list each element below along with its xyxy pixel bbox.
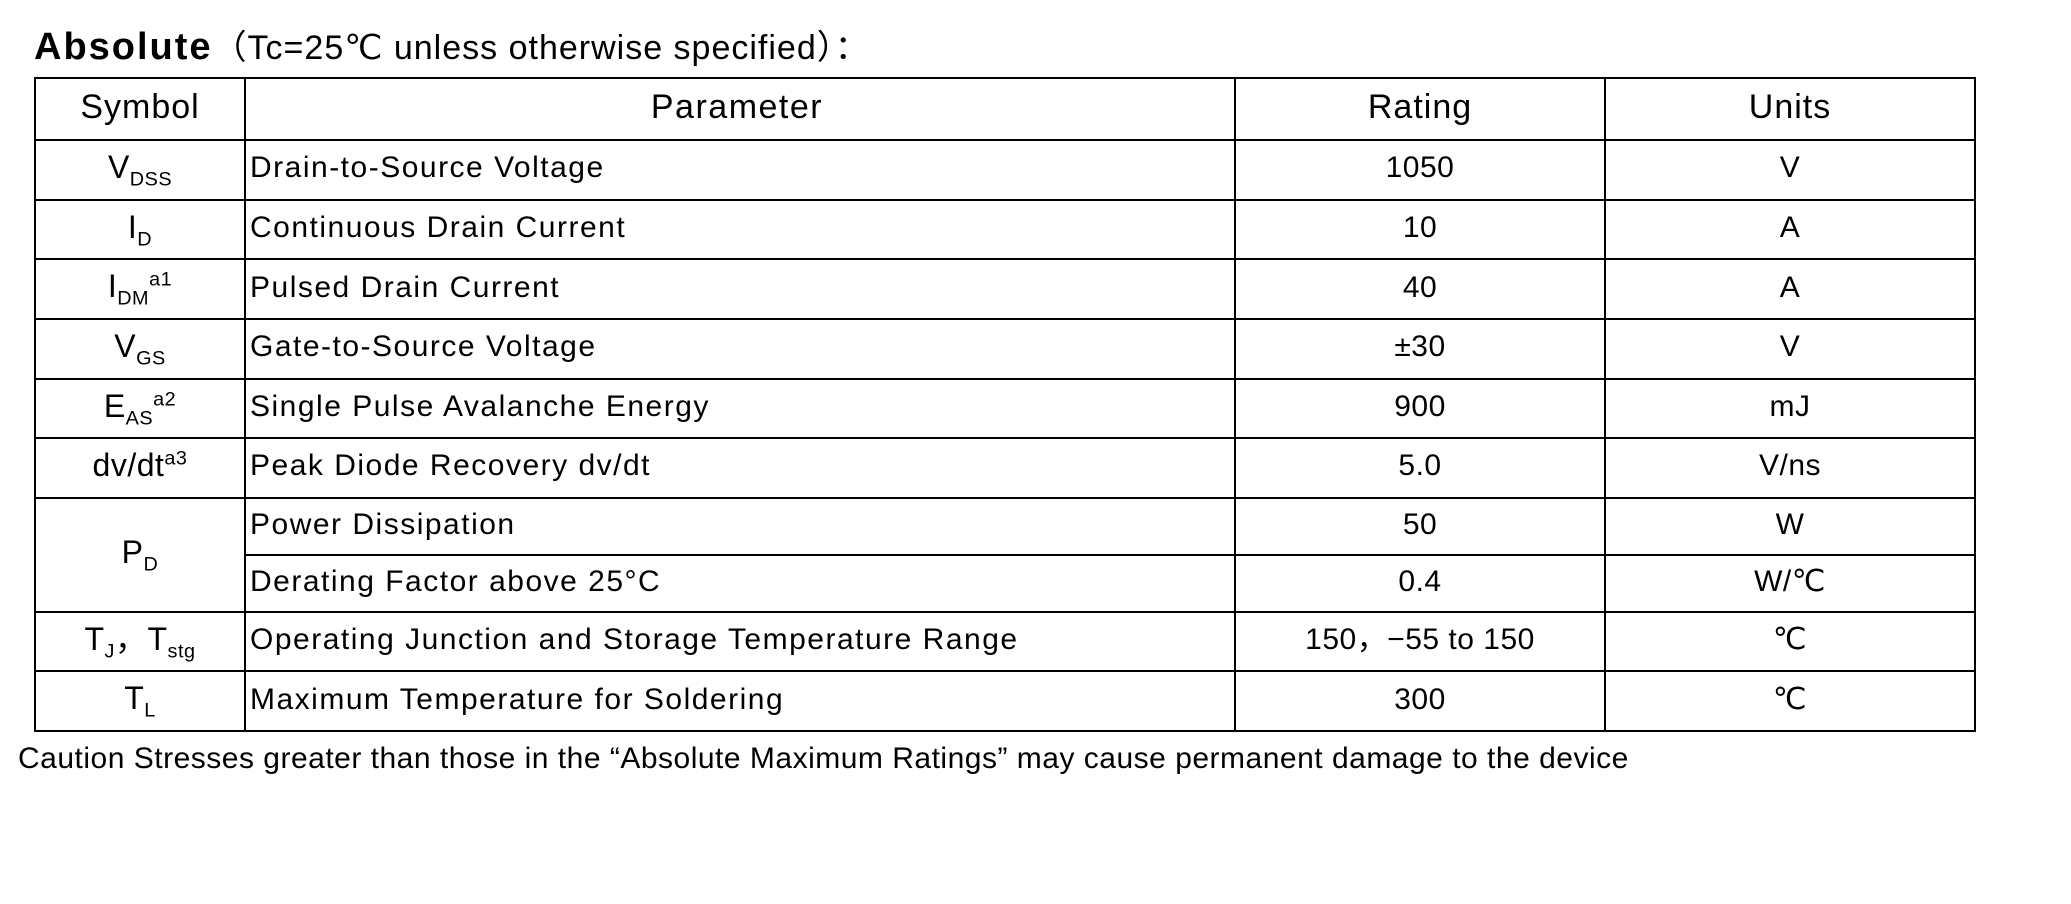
cell-symbol: PD	[35, 498, 245, 612]
col-header-rating: Rating	[1235, 78, 1605, 140]
cell-units: W/℃	[1605, 555, 1975, 612]
cell-rating: 40	[1235, 259, 1605, 319]
cell-rating: 50	[1235, 498, 1605, 555]
cell-rating: 150，−55 to 150	[1235, 612, 1605, 672]
cell-symbol: TJ，Tstg	[35, 612, 245, 672]
table-header-row: Symbol Parameter Rating Units	[35, 78, 1975, 140]
col-header-parameter: Parameter	[245, 78, 1235, 140]
cell-symbol: EASa2	[35, 379, 245, 439]
cell-units: mJ	[1605, 379, 1975, 439]
title-bold: Absolute	[34, 26, 213, 68]
table-body: VDSSDrain-to-Source Voltage1050VIDContin…	[35, 140, 1975, 731]
cell-rating: ±30	[1235, 319, 1605, 379]
cell-rating: 900	[1235, 379, 1605, 439]
cell-rating: 1050	[1235, 140, 1605, 200]
cell-units: V	[1605, 140, 1975, 200]
cell-parameter: Derating Factor above 25°C	[245, 555, 1235, 612]
cell-parameter: Pulsed Drain Current	[245, 259, 1235, 319]
cell-symbol: TL	[35, 671, 245, 731]
table-row: Derating Factor above 25°C0.4W/℃	[35, 555, 1975, 612]
cell-symbol: VGS	[35, 319, 245, 379]
col-header-symbol: Symbol	[35, 78, 245, 140]
col-header-units: Units	[1605, 78, 1975, 140]
title-rest: （Tc=25℃ unless otherwise specified）：	[213, 29, 870, 67]
cell-rating: 5.0	[1235, 438, 1605, 498]
cell-parameter: Gate-to-Source Voltage	[245, 319, 1235, 379]
cell-units: V/ns	[1605, 438, 1975, 498]
cell-units: ℃	[1605, 671, 1975, 731]
table-row: PDPower Dissipation50W	[35, 498, 1975, 555]
section-title: Absolute（Tc=25℃ unless otherwise specifi…	[34, 20, 2051, 69]
table-row: TJ，TstgOperating Junction and Storage Te…	[35, 612, 1975, 672]
cell-units: W	[1605, 498, 1975, 555]
table-row: EASa2Single Pulse Avalanche Energy900mJ	[35, 379, 1975, 439]
table-row: VGSGate-to-Source Voltage±30V	[35, 319, 1975, 379]
cell-parameter: Peak Diode Recovery dv/dt	[245, 438, 1235, 498]
table-row: IDMa1Pulsed Drain Current40A	[35, 259, 1975, 319]
table-row: VDSSDrain-to-Source Voltage1050V	[35, 140, 1975, 200]
table-row: IDContinuous Drain Current10A	[35, 200, 1975, 260]
cell-units: V	[1605, 319, 1975, 379]
caution-note: Caution Stresses greater than those in t…	[18, 742, 2051, 776]
cell-rating: 10	[1235, 200, 1605, 260]
cell-rating: 300	[1235, 671, 1605, 731]
cell-parameter: Maximum Temperature for Soldering	[245, 671, 1235, 731]
cell-parameter: Single Pulse Avalanche Energy	[245, 379, 1235, 439]
cell-parameter: Continuous Drain Current	[245, 200, 1235, 260]
cell-rating: 0.4	[1235, 555, 1605, 612]
cell-units: ℃	[1605, 612, 1975, 672]
table-row: TLMaximum Temperature for Soldering300℃	[35, 671, 1975, 731]
cell-parameter: Operating Junction and Storage Temperatu…	[245, 612, 1235, 672]
cell-parameter: Drain-to-Source Voltage	[245, 140, 1235, 200]
table-row: dv/dta3Peak Diode Recovery dv/dt5.0V/ns	[35, 438, 1975, 498]
cell-symbol: VDSS	[35, 140, 245, 200]
cell-parameter: Power Dissipation	[245, 498, 1235, 555]
ratings-table: Symbol Parameter Rating Units VDSSDrain-…	[34, 77, 1976, 732]
cell-symbol: IDMa1	[35, 259, 245, 319]
cell-symbol: dv/dta3	[35, 438, 245, 498]
cell-units: A	[1605, 259, 1975, 319]
cell-units: A	[1605, 200, 1975, 260]
cell-symbol: ID	[35, 200, 245, 260]
